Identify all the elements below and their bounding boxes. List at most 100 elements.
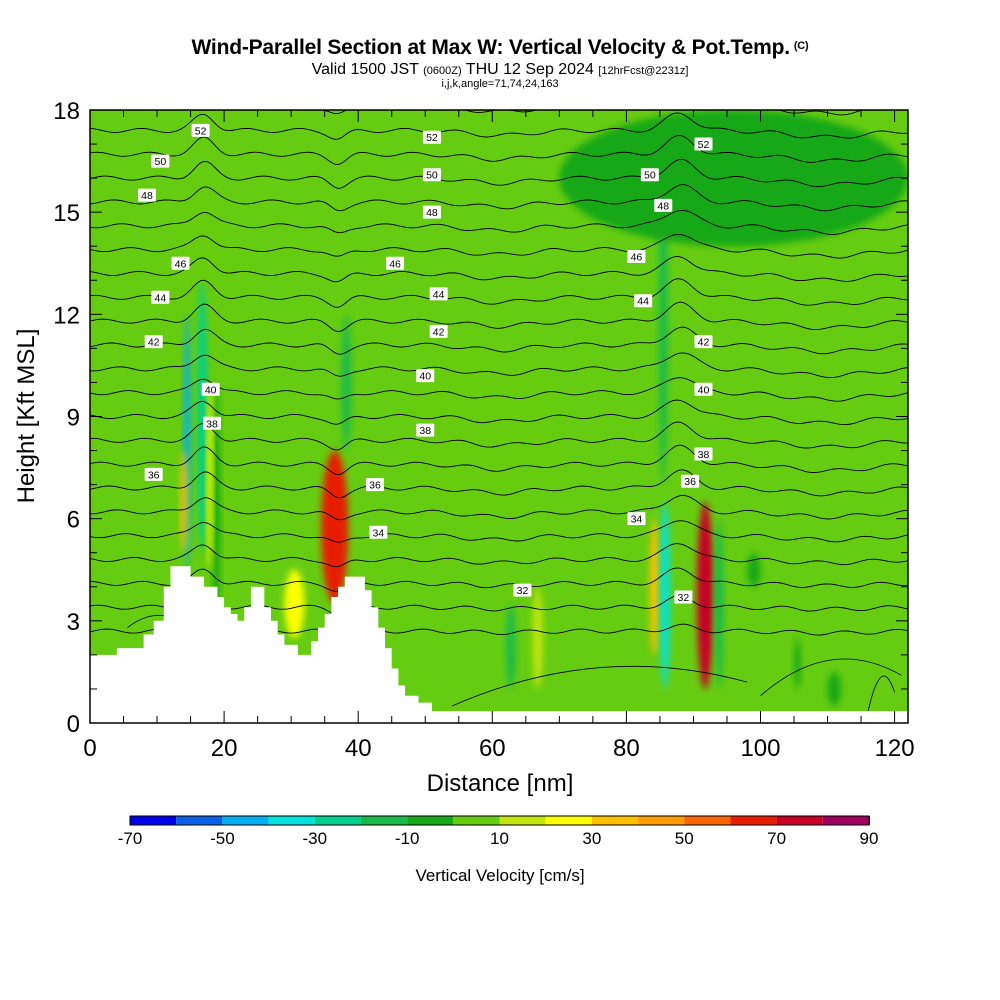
- contour-label-text: 44: [155, 292, 167, 304]
- theta-contour-50: [90, 158, 908, 189]
- contour-label-2: 48: [137, 188, 156, 202]
- colorbar-swatch-7: [453, 816, 500, 825]
- colorbar-tick-label: -50: [210, 829, 235, 848]
- contour-label-10: 50: [422, 168, 441, 182]
- theta-contour-40: [90, 399, 908, 426]
- contour-label-text: 38: [206, 418, 218, 430]
- contour-label-22: 48: [654, 198, 673, 212]
- y-tick-label: 15: [53, 200, 80, 227]
- colorbar-swatch-11: [638, 816, 685, 825]
- contour-label-12: 46: [386, 256, 405, 270]
- w-cell-16: [747, 552, 761, 587]
- colorbar-tick-label: -10: [395, 829, 420, 848]
- contour-label-text: 52: [426, 132, 438, 144]
- contour-label-text: 36: [148, 469, 160, 481]
- terrain: [90, 566, 908, 723]
- contour-label-text: 36: [684, 476, 696, 488]
- theta-contour-43: [90, 326, 908, 355]
- theta-contour-41: [90, 377, 908, 402]
- grid-indices: i,j,k,angle=71,74,24,163: [441, 78, 559, 90]
- w-cell-5: [207, 382, 213, 570]
- contour-label-16: 38: [416, 423, 435, 437]
- x-tick-label: 100: [740, 735, 780, 762]
- theta-contour-low-2: [451, 665, 748, 707]
- contour-label-text: 32: [517, 585, 529, 597]
- terrain-mask: [90, 566, 908, 723]
- theta-contour-34: [90, 543, 908, 568]
- contour-label-text: 44: [637, 296, 649, 308]
- contour-label-text: 38: [419, 425, 431, 437]
- contour-label-18: 34: [369, 525, 388, 539]
- x-tick-label: 40: [345, 735, 372, 762]
- theta-contour-51: [90, 134, 908, 166]
- valid-date: THU 12 Sep 2024: [465, 61, 594, 78]
- theta-contour-33: [90, 567, 908, 592]
- theta-contour-44: [90, 301, 908, 333]
- w-cell-8: [284, 569, 305, 638]
- colorbar-swatch-10: [591, 816, 639, 825]
- contour-label-1: 50: [151, 154, 170, 168]
- contour-label-text: 36: [369, 480, 381, 492]
- contour-label-text: 40: [419, 371, 431, 383]
- forecast-info: [12hrFcst@2231z]: [598, 65, 689, 77]
- colorbar-tick-label: 30: [582, 829, 601, 848]
- contour-label-text: 42: [433, 326, 445, 338]
- contour-label-14: 42: [429, 324, 448, 338]
- colorbar-swatch-8: [499, 816, 546, 825]
- theta-contour-37: [90, 469, 908, 499]
- colorbar-swatch-0: [130, 816, 177, 825]
- colorbar-swatch-12: [684, 816, 731, 825]
- x-tick-label: 0: [83, 735, 96, 762]
- colorbar-swatch-1: [176, 816, 223, 825]
- w-cell-20: [559, 110, 908, 247]
- contour-label-text: 42: [698, 337, 710, 349]
- contour-label-7: 38: [203, 416, 222, 430]
- contour-label-text: 38: [698, 449, 710, 461]
- theta-contour-low-3: [760, 658, 902, 697]
- w-cell-7: [341, 314, 352, 451]
- w-cell-12: [659, 501, 670, 689]
- theta-contour-38: [90, 444, 908, 476]
- contour-label-19: 32: [513, 583, 532, 597]
- contour-label-text: 50: [155, 156, 167, 168]
- contour-label-5: 42: [144, 335, 163, 349]
- contour-label-27: 38: [694, 447, 713, 461]
- contour-label-26: 40: [694, 382, 713, 396]
- x-tick-label: 120: [875, 735, 915, 762]
- copyright-mark: (C): [793, 40, 809, 52]
- w-cell-11: [649, 518, 660, 655]
- w-cell-17: [794, 637, 801, 689]
- theta-contour-39: [90, 421, 908, 451]
- y-tick-label: 3: [67, 609, 80, 636]
- contour-label-17: 36: [365, 478, 384, 492]
- y-axis-label: Height [Kft MSL]: [13, 329, 40, 504]
- colorbar-swatch-2: [222, 816, 269, 825]
- theta-contour-36: [90, 494, 908, 521]
- theta-contour-42: [90, 352, 908, 379]
- colorbar: -70 -50 -30 -10 10 30 50 70 90: [118, 815, 878, 848]
- contour-label-30: 32: [674, 590, 693, 604]
- theta-contour-47: [90, 234, 908, 259]
- colorbar-label: Vertical Velocity [cm/s]: [415, 866, 584, 885]
- theta-contour-46: [90, 255, 908, 283]
- theta-contour-52: [90, 112, 908, 140]
- contour-label-21: 50: [640, 168, 659, 182]
- contour-label-8: 36: [144, 467, 163, 481]
- y-tick-label: 6: [67, 507, 80, 534]
- contour-label-29: 34: [627, 512, 646, 526]
- contour-label-23: 46: [627, 249, 646, 263]
- contour-label-24: 44: [634, 294, 653, 308]
- valid-prefix: Valid 1500 JST: [311, 61, 419, 78]
- colorbar-swatch-6: [407, 816, 454, 825]
- w-cell-15: [714, 518, 724, 689]
- colorbar-swatch-5: [360, 816, 408, 825]
- contour-label-text: 46: [389, 258, 401, 270]
- w-cell-3: [212, 382, 221, 655]
- valid-time-line: Valid 1500 JST (0600Z) THU 12 Sep 2024 […: [0, 61, 1000, 79]
- colorbar-tick-label: -30: [302, 829, 327, 848]
- x-tick-label: 80: [613, 735, 640, 762]
- valid-utc: (0600Z): [423, 65, 462, 77]
- contour-label-text: 44: [433, 289, 445, 301]
